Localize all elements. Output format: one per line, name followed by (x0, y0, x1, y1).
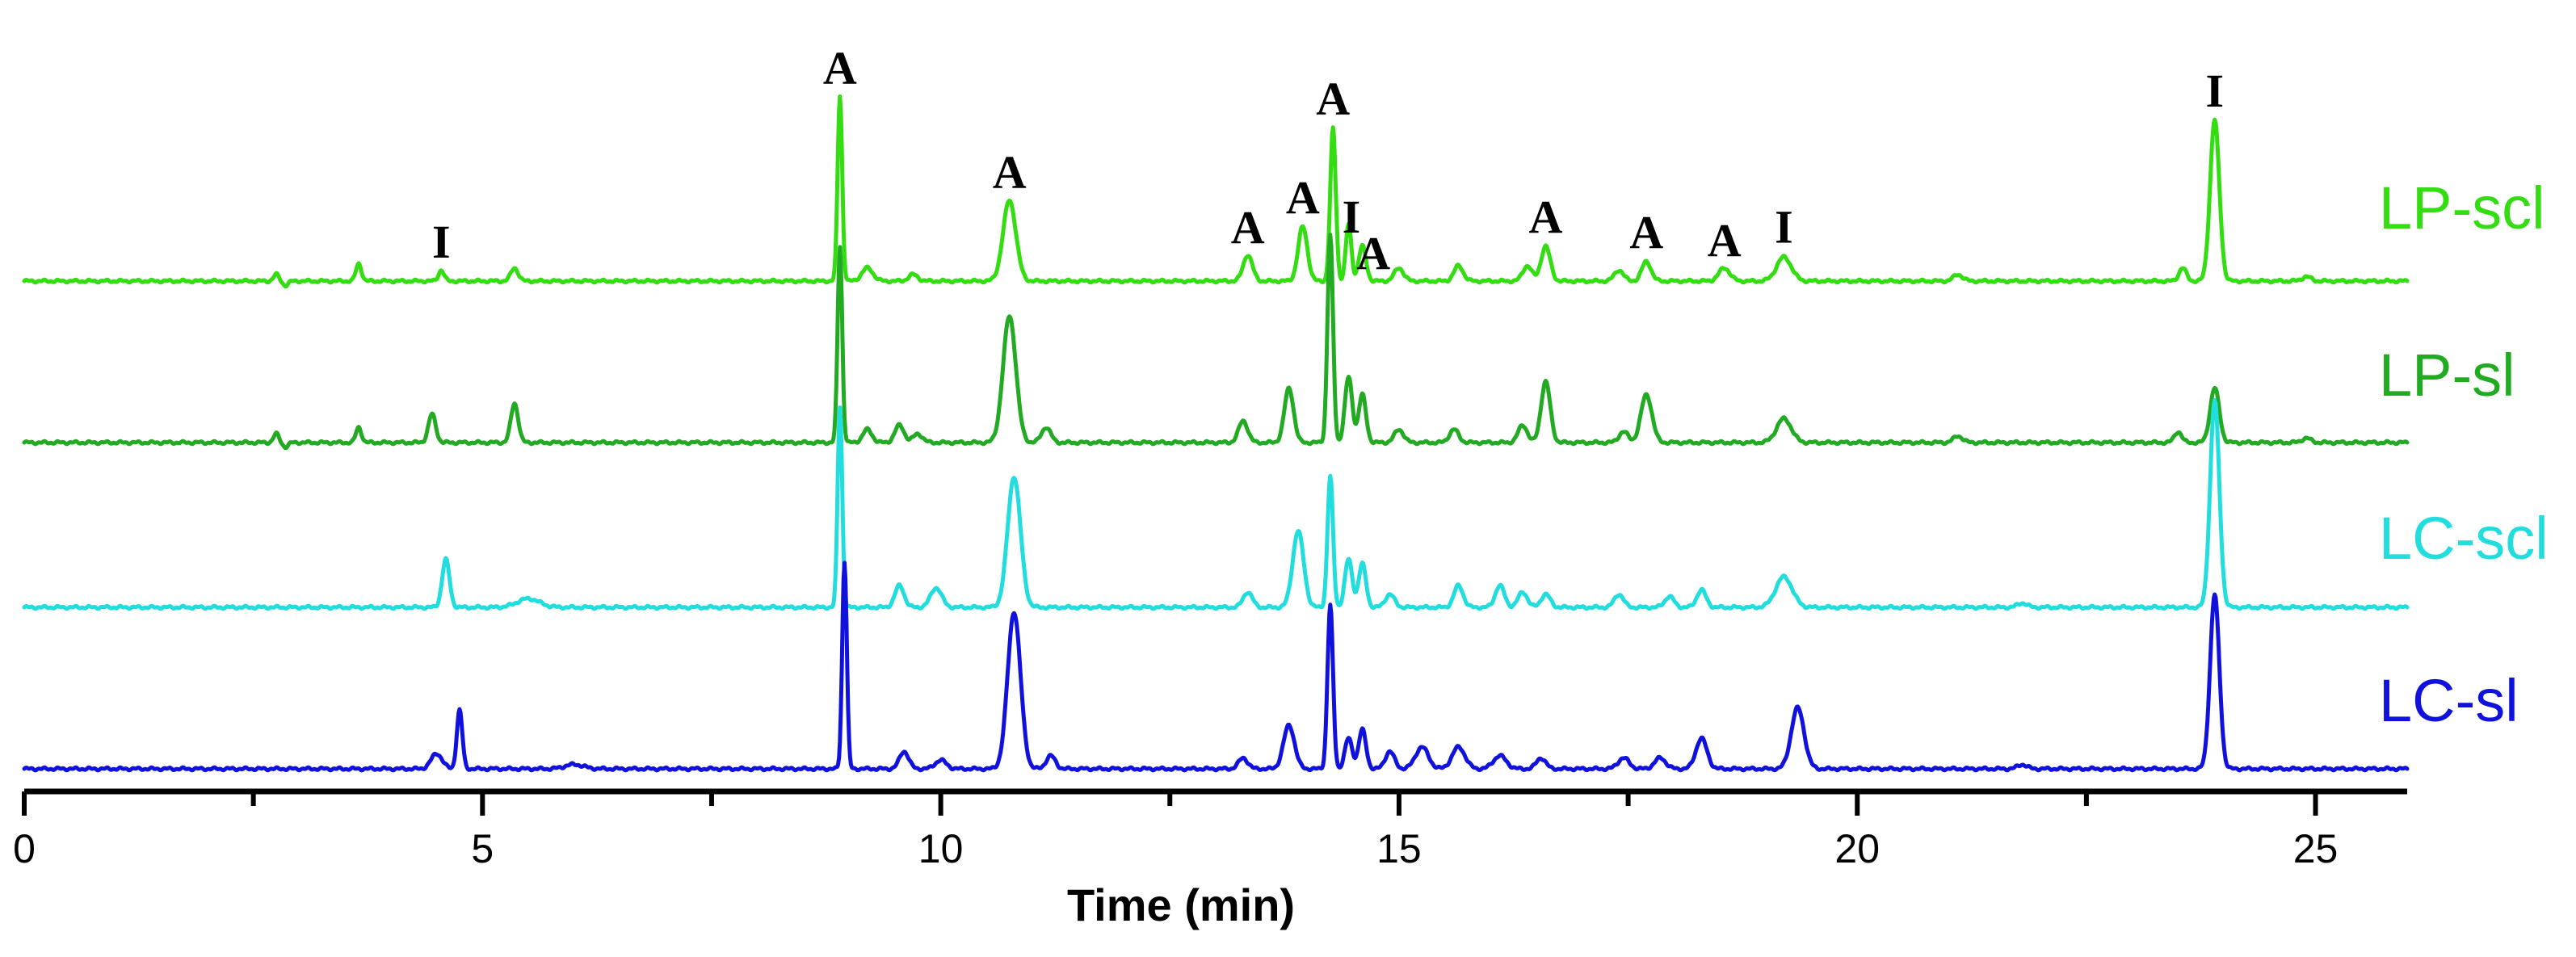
x-tick-label: 15 (1376, 826, 1422, 871)
peak-annotation-a: A (823, 41, 857, 94)
chromatogram-traces (22, 94, 2410, 773)
trace-lp-sl (22, 233, 2410, 451)
peak-annotation-i: I (432, 216, 451, 268)
series-label-lc-scl: LC-scl (2379, 505, 2549, 572)
peak-annotation-i: I (1343, 191, 1361, 243)
peak-annotation-a: A (1529, 191, 1563, 243)
peak-annotation-a: A (1629, 206, 1663, 258)
x-axis: 0 5 10 15 20 25 Time (min) (13, 788, 2407, 930)
peak-annotation-i: I (1775, 201, 1793, 254)
trace-lc-sl (22, 560, 2410, 773)
peak-annotation-a: A (993, 145, 1027, 198)
x-tick-label: 5 (471, 826, 494, 871)
peak-annotation-a: A (1286, 171, 1320, 224)
series-label-lc-sl: LC-sl (2379, 667, 2519, 734)
series-label-lp-sl: LP-sl (2379, 342, 2515, 409)
peak-annotation-a: A (1316, 73, 1350, 125)
x-axis-ticks: 0 5 10 15 20 25 (13, 791, 2338, 871)
x-tick-label: 10 (918, 826, 964, 871)
trace-lp-scl (22, 94, 2410, 289)
x-tick-label: 25 (2293, 826, 2339, 871)
x-axis-label: Time (min) (1067, 879, 1295, 930)
peak-annotation-a: A (1231, 201, 1265, 254)
x-tick-label: 0 (13, 826, 36, 871)
trace-lc-scl (22, 398, 2410, 611)
x-tick-label: 20 (1834, 826, 1880, 871)
peak-annotation-a: A (1356, 227, 1390, 279)
series-label-lp-scl: LP-scl (2379, 174, 2545, 241)
series-legend-labels: LP-scl LP-sl LC-scl LC-sl (2379, 174, 2549, 734)
peak-annotation-a: A (1708, 214, 1742, 267)
peak-annotation-i: I (2205, 65, 2224, 117)
